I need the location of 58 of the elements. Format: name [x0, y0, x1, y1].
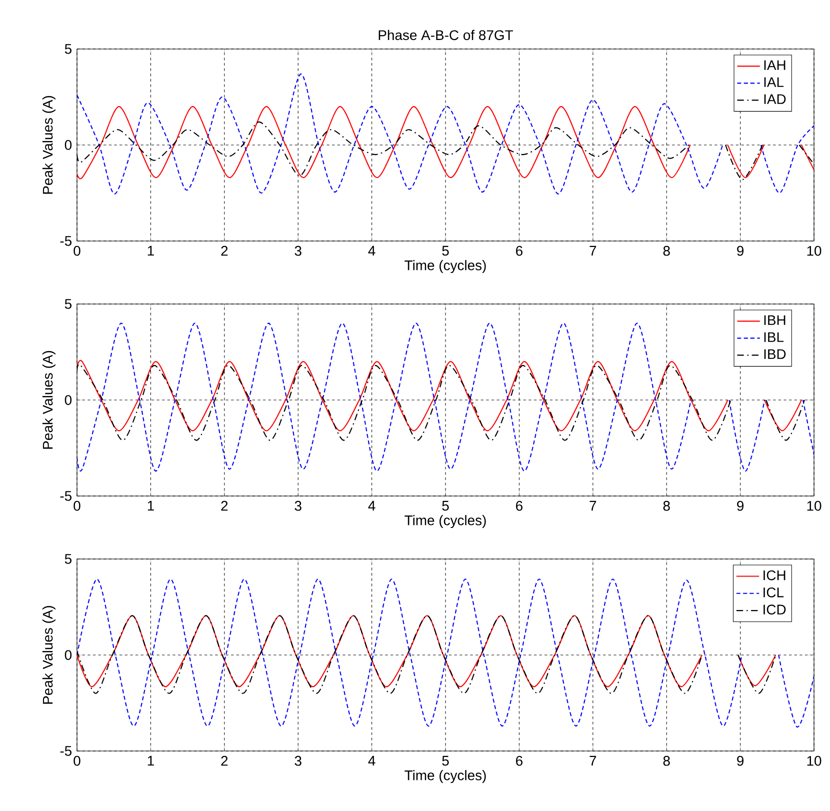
x-tick-label: 8: [663, 756, 670, 766]
x-tick-label: 1: [148, 500, 154, 511]
x-tick-label: 6: [516, 756, 522, 766]
legend-label: ICL: [764, 587, 784, 598]
x-tick-label: 9: [737, 246, 744, 256]
legend-label: IBL: [764, 332, 784, 342]
y-tick-label: 0: [64, 395, 72, 405]
y-axis-title: Peak Values (A): [42, 606, 56, 704]
x-tick-label: 1: [148, 246, 154, 256]
y-tick-label: -5: [60, 491, 72, 501]
x-tick-label: 3: [294, 246, 302, 256]
y-tick-label: -5: [60, 746, 72, 756]
x-tick-label: 7: [590, 500, 596, 511]
x-tick-label: 5: [442, 246, 449, 256]
x-tick-label: 5: [442, 500, 449, 511]
x-tick-label: 9: [737, 500, 744, 511]
y-tick-label: 5: [64, 554, 72, 564]
x-tick-label: 2: [221, 756, 228, 766]
y-tick-label: -5: [60, 236, 72, 246]
chart-title: Phase A-B-C of 87GT: [378, 30, 513, 40]
x-tick-label: 9: [737, 756, 744, 766]
y-tick-label: 5: [64, 299, 72, 309]
y-axis-title: Peak Values (A): [42, 351, 56, 449]
x-tick-label: 0: [74, 756, 80, 766]
x-tick-label: 4: [368, 500, 376, 511]
x-tick-label: 3: [294, 500, 302, 511]
x-axis-title: Time (cycles): [404, 770, 486, 784]
x-tick-label: 10: [807, 500, 822, 511]
legend-label: IAL: [764, 77, 784, 87]
y-tick-label: 0: [64, 140, 72, 150]
x-tick-label: 6: [516, 246, 522, 256]
x-axis-title: Time (cycles): [404, 515, 486, 528]
x-tick-label: 4: [368, 246, 376, 256]
x-tick-label: 7: [590, 756, 596, 766]
x-tick-label: 5: [442, 756, 449, 766]
x-tick-label: 8: [663, 500, 670, 511]
x-tick-label: 2: [221, 246, 228, 256]
legend-label: IAD: [764, 94, 786, 104]
x-tick-label: 10: [807, 246, 822, 256]
x-tick-label: 2: [221, 500, 228, 511]
x-axis-title: Time (cycles): [404, 260, 486, 274]
y-axis-title: Peak Values (A): [42, 96, 56, 194]
x-tick-label: 7: [590, 246, 596, 256]
legend-label: IAH: [764, 60, 786, 70]
x-tick-label: 8: [663, 246, 670, 256]
y-tick-label: 0: [64, 650, 72, 660]
x-tick-label: 1: [148, 756, 154, 766]
x-tick-label: 0: [74, 246, 80, 256]
x-tick-label: 10: [807, 756, 822, 766]
legend-label: IBD: [764, 349, 786, 359]
legend-label: ICD: [764, 604, 786, 614]
y-tick-label: 5: [64, 44, 72, 54]
x-tick-label: 4: [368, 756, 376, 766]
x-tick-label: 6: [516, 500, 522, 511]
x-tick-label: 3: [294, 756, 302, 766]
legend-label: IBH: [764, 315, 786, 325]
x-tick-label: 0: [74, 500, 80, 511]
legend-label: ICH: [764, 570, 786, 580]
